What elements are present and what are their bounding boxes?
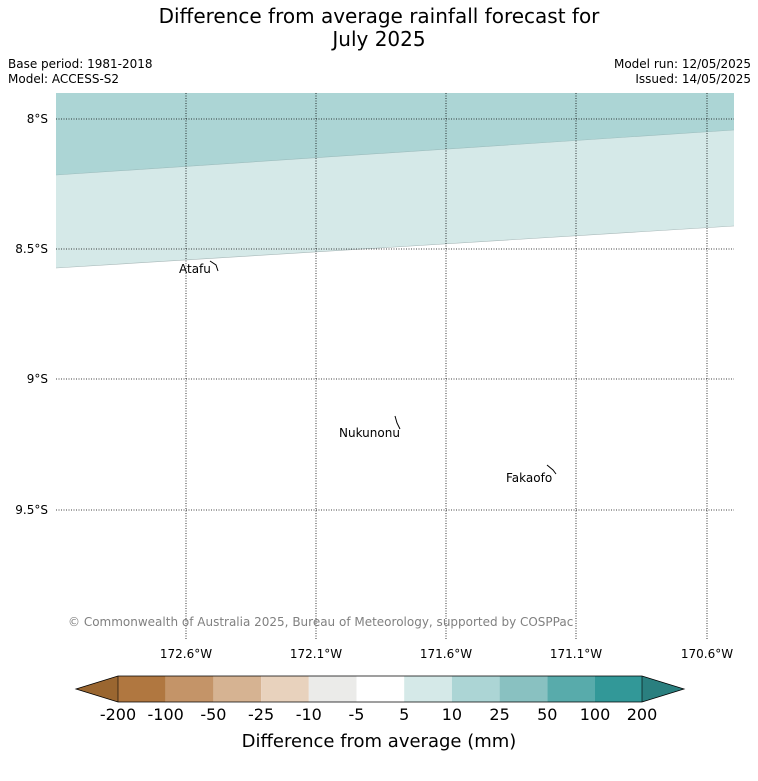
colorbar-extend-high xyxy=(642,676,684,702)
colorbar xyxy=(74,675,686,703)
colorbar-tick-label: -50 xyxy=(200,705,226,724)
gridlines xyxy=(56,93,734,640)
fakaofo-atoll-outline xyxy=(546,464,557,475)
model-run: Model run: 12/05/2025 xyxy=(613,57,751,71)
atafu-atoll-outline xyxy=(209,260,219,272)
rain-region-25-50 xyxy=(56,93,734,175)
colorbar-bin xyxy=(499,676,548,702)
lon-labels: 172.6°W 172.1°W 171.6°W 171.1°W 170.6°W xyxy=(160,647,733,661)
colorbar-tick-label: -200 xyxy=(100,705,136,724)
colorbar-bin xyxy=(547,676,595,702)
colorbar-tick-label: -100 xyxy=(148,705,184,724)
lon-label: 172.1°W xyxy=(290,647,342,661)
colorbar-tick-label: 5 xyxy=(399,705,409,724)
colorbar-bin xyxy=(308,676,357,702)
colorbar-ticks: -200 -100 -50 -25 -10 -5 5 10 25 50 100 … xyxy=(100,705,657,724)
place-labels: Atafu Nukunonu Fakaofo xyxy=(179,262,552,485)
region-boundary xyxy=(55,225,735,269)
title-line-2: July 2025 xyxy=(332,27,426,51)
base-period: Base period: 1981-2018 xyxy=(8,57,153,71)
lat-labels: 8°S 8.5°S 9°S 9.5°S xyxy=(15,112,48,517)
lat-label: 8°S xyxy=(27,112,48,126)
nukunonu-atoll-outline xyxy=(394,415,401,430)
colorbar-bin xyxy=(595,676,642,702)
colorbar-bin xyxy=(451,676,500,702)
meta-right: Model run: 12/05/2025 Issued: 14/05/2025 xyxy=(614,57,751,87)
lon-label: 172.6°W xyxy=(160,647,212,661)
meta-left: Base period: 1981-2018 Model: ACCESS-S2 xyxy=(8,57,153,87)
lat-label: 8.5°S xyxy=(15,242,48,256)
place-label-atafu: Atafu xyxy=(179,262,211,276)
colorbar-bin xyxy=(165,676,214,702)
place-label-fakaofo: Fakaofo xyxy=(506,471,552,485)
lon-label: 171.1°W xyxy=(550,647,602,661)
colorbar-bin xyxy=(356,676,405,702)
model-name: Model: ACCESS-S2 xyxy=(8,72,120,86)
issued-date: Issued: 14/05/2025 xyxy=(635,72,751,86)
colorbar-extend-low xyxy=(76,676,118,702)
place-label-nukunonu: Nukunonu xyxy=(339,426,400,440)
lon-label: 171.6°W xyxy=(420,647,472,661)
colorbar-bin xyxy=(261,676,309,702)
lon-label: 170.6°W xyxy=(681,647,733,661)
colorbar-tick-label: 200 xyxy=(627,705,658,724)
colorbar-tick-label: 100 xyxy=(580,705,611,724)
atolls xyxy=(209,260,557,475)
title-line-1: Difference from average rainfall forecas… xyxy=(158,4,600,28)
copyright-notice: © Commonwealth of Australia 2025, Bureau… xyxy=(68,615,573,629)
map-area xyxy=(55,93,735,640)
rain-region-5-10 xyxy=(56,130,734,268)
colorbar-tick-label: 10 xyxy=(442,705,462,724)
colorbar-tick-label: 50 xyxy=(537,705,557,724)
colorbar-bin xyxy=(118,676,166,702)
colorbar-title: Difference from average (mm) xyxy=(242,731,517,752)
map-title: Difference from average rainfall forecas… xyxy=(0,5,758,51)
colorbar-tick-label: -5 xyxy=(349,705,365,724)
colorbar-tick-label: -25 xyxy=(248,705,274,724)
region-boundary xyxy=(55,129,735,176)
lat-label: 9.5°S xyxy=(15,503,48,517)
colorbar-tick-label: -10 xyxy=(296,705,322,724)
colorbar-bin xyxy=(213,676,262,702)
lat-label: 9°S xyxy=(27,372,48,386)
colorbar-bin xyxy=(404,676,452,702)
colorbar-tick-label: 25 xyxy=(489,705,509,724)
